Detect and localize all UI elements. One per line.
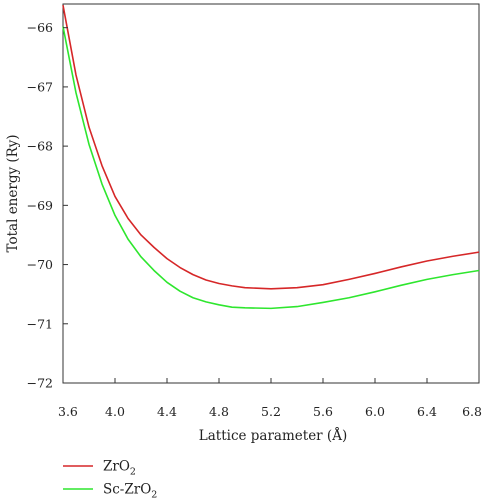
legend-label: ZrO2 [103, 459, 136, 478]
x-tick-label: 6.4 [417, 404, 437, 419]
legend-item-zro2: ZrO2 [63, 459, 136, 478]
plot-area [62, 3, 480, 384]
y-tick-label: −67 [27, 79, 53, 94]
plot-frame [62, 3, 480, 384]
x-tick-label: 5.2 [261, 404, 281, 419]
x-tick-label: 3.6 [58, 404, 78, 419]
legend: ZrO2 Sc-ZrO2 [63, 459, 157, 500]
y-tick-label: −70 [27, 257, 53, 272]
y-tick-label: −72 [27, 376, 53, 391]
x-tick-label: 4.0 [105, 404, 125, 419]
x-axis-title: Lattice parameter (Å) [199, 428, 347, 444]
series-line-zro2 [62, 5, 480, 290]
y-tick-label: −68 [27, 139, 53, 154]
x-tick-label: 6.0 [365, 404, 385, 419]
y-tick-label: −69 [27, 198, 53, 213]
series-line-sc-zro2 [62, 26, 480, 310]
x-tick-label: 4.8 [209, 404, 229, 419]
legend-item-sc-zro2: Sc-ZrO2 [63, 482, 157, 500]
x-tick-label: 4.4 [157, 404, 177, 419]
x-tick-label: 6.8 [462, 404, 482, 419]
y-tick-label: −71 [27, 316, 53, 331]
x-axis: 3.6 4.0 4.4 4.8 5.2 5.6 6.0 6.4 6.8 [58, 378, 482, 419]
y-tick-label: −66 [27, 20, 53, 35]
y-axis: −66 −67 −68 −69 −70 −71 −72 [27, 20, 68, 391]
y-axis-title: Total energy (Ry) [5, 135, 21, 253]
legend-label: Sc-ZrO2 [103, 482, 157, 500]
series-layer [62, 5, 480, 310]
x-tick-label: 5.6 [313, 404, 333, 419]
